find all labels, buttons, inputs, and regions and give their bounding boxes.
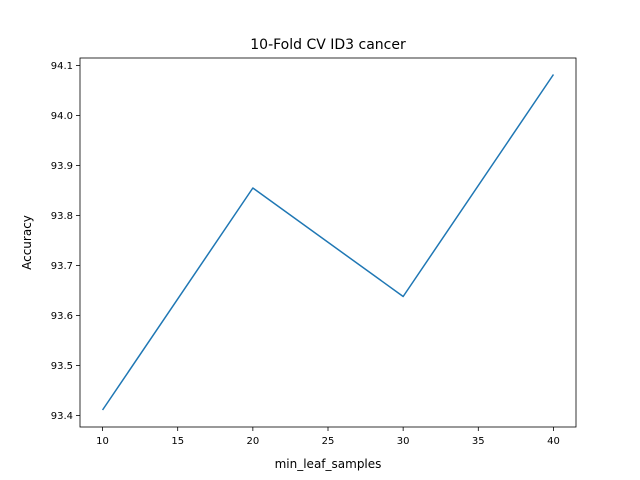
x-tick-label: 35 (472, 436, 485, 447)
y-tick-label: 93.4 (51, 411, 73, 422)
series-layer (101, 74, 555, 411)
x-tick-label: 15 (171, 436, 184, 447)
x-tick-label: 25 (322, 436, 335, 447)
x-tick-label: 40 (547, 436, 560, 447)
x-tick-label: 20 (246, 436, 259, 447)
plot-area-frame (79, 57, 577, 428)
y-axis-ticks: 93.4 93.5 93.6 93.7 93.8 93.9 94.0 94.1 (51, 61, 80, 422)
y-tick-label: 93.5 (51, 361, 73, 372)
x-axis-label: min_leaf_samples (275, 457, 382, 471)
y-tick-label: 93.7 (51, 261, 73, 272)
chart-title: 10-Fold CV ID3 cancer (250, 37, 406, 53)
y-axis-label: Accuracy (20, 215, 34, 270)
x-axis-ticks: 10 15 20 25 30 35 40 (96, 427, 560, 447)
y-tick-label: 93.9 (51, 161, 73, 172)
y-tick-label: 93.8 (51, 211, 73, 222)
series-line-1 (101, 74, 555, 411)
x-tick-label: 30 (397, 436, 410, 447)
y-tick-label: 94.1 (51, 61, 73, 72)
y-tick-label: 94.0 (51, 111, 73, 122)
x-tick-label: 10 (96, 436, 109, 447)
y-tick-label: 93.6 (51, 311, 73, 322)
